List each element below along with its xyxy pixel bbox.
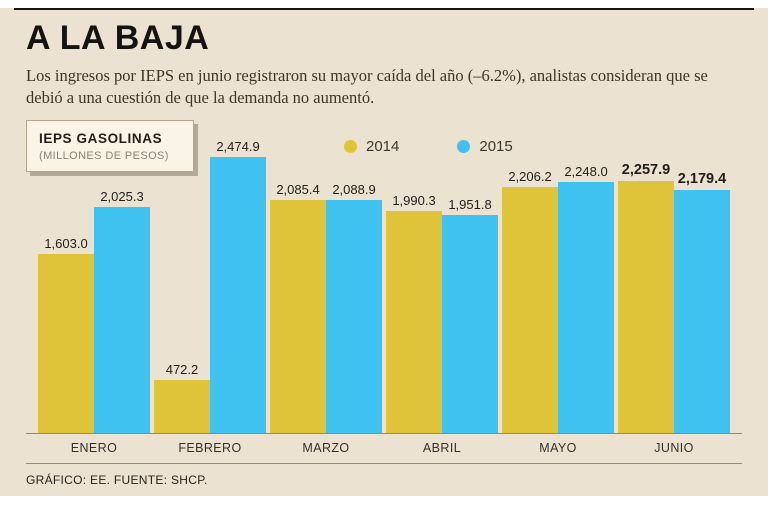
legend-label-2014: 2014 [366,138,400,156]
bar-group-marzo: 2,085.4 2,088.9 [270,182,382,434]
bar-value-label-2014-junio: 2,257.9 [621,162,671,179]
bar-2015-mayo [558,182,614,434]
bar-2014-enero [38,254,94,434]
bar-group-abril: 1,990.3 1,951.8 [386,193,498,434]
chart-title-box: IEPS GASOLINAS (MILLONES DE PESOS) [26,120,194,173]
x-axis-label-febrero: FEBRERO [178,441,242,456]
x-axis-label-marzo: MARZO [302,441,350,456]
bar-2014-mayo [502,187,558,434]
legend-dot-2014 [344,140,357,154]
bar-value-label-2014-mayo: 2,206.2 [508,169,552,185]
bar-2014-febrero [154,380,210,434]
x-axis: ENERO FEBRERO MARZO ABRIL MAYO JUNIO [26,434,742,463]
bar-col-2014-mayo: 2,206.2 [502,169,558,434]
bar-2015-febrero [210,157,266,434]
x-axis-label-junio: JUNIO [654,441,694,456]
bar-value-label-2015-marzo: 2,088.9 [332,182,376,198]
bar-value-label-2014-febrero: 472.2 [165,362,199,378]
source-credit: GRÁFICO: EE. FUENTE: SHCP. [26,473,208,488]
bar-col-2015-enero: 2,025.3 [94,189,150,434]
legend-item-2015: 2015 [457,138,513,156]
chart-panel: A LA BAJA Los ingresos por IEPS en junio… [0,8,768,496]
bar-value-label-2015-abril: 1,951.8 [448,197,492,213]
bar-value-label-2014-marzo: 2,085.4 [276,182,320,198]
plot-area: 1,603.0 2,025.3 472.2 2,474.9 2,085.4 2,088.9… [38,113,730,434]
bar-col-2014-febrero: 472.2 [154,362,210,434]
bar-group-junio: 2,257.9 2,179.4 [618,162,730,434]
bar-2015-abril [442,215,498,434]
bar-2015-enero [94,207,150,434]
bar-col-2015-mayo: 2,248.0 [558,164,614,434]
bar-value-label-2015-febrero: 2,474.9 [216,139,260,155]
bar-col-2014-abril: 1,990.3 [386,193,442,434]
page-title: A LA BAJA [26,19,210,57]
bar-value-label-2015-mayo: 2,248.0 [564,164,608,180]
bar-col-2015-abril: 1,951.8 [442,197,498,434]
bar-group-febrero: 472.2 2,474.9 [154,139,266,434]
bar-col-2014-enero: 1,603.0 [38,236,94,434]
bar-value-label-2015-enero: 2,025.3 [100,189,144,205]
chart-legend: 2014 2015 [344,138,513,155]
bar-2015-junio [674,190,730,434]
footer-rule [26,463,742,465]
bar-value-label-2015-junio: 2,179.4 [677,171,727,188]
bar-col-2014-junio: 2,257.9 [618,162,674,434]
bar-2015-marzo [326,200,382,434]
x-axis-label-enero: ENERO [70,441,118,456]
x-axis-label-abril: ABRIL [422,441,462,456]
bar-value-label-2014-enero: 1,603.0 [44,236,88,252]
bar-group-enero: 1,603.0 2,025.3 [38,189,150,434]
top-rule [14,8,754,10]
bar-2014-marzo [270,200,326,434]
bar-chart: 1,603.0 2,025.3 472.2 2,474.9 2,085.4 2,088.9… [26,113,742,435]
bar-col-2014-marzo: 2,085.4 [270,182,326,434]
x-axis-label-mayo: MAYO [539,441,577,456]
bar-col-2015-febrero: 2,474.9 [210,139,266,434]
legend-label-2015: 2015 [479,138,513,156]
chart-description: Los ingresos por IEPS en junio registrar… [26,66,708,107]
bar-value-label-2014-abril: 1,990.3 [392,193,436,209]
bar-col-2015-marzo: 2,088.9 [326,182,382,434]
bar-col-2015-junio: 2,179.4 [674,171,730,434]
chart-title: IEPS GASOLINAS [39,131,163,147]
legend-dot-2015 [457,140,471,154]
chart-units: (MILLONES DE PESOS) [39,150,169,163]
legend-item-2014: 2014 [344,138,399,155]
bar-group-mayo: 2,206.2 2,248.0 [502,164,614,434]
bar-2014-junio [618,181,674,434]
bar-2014-abril [386,211,442,434]
